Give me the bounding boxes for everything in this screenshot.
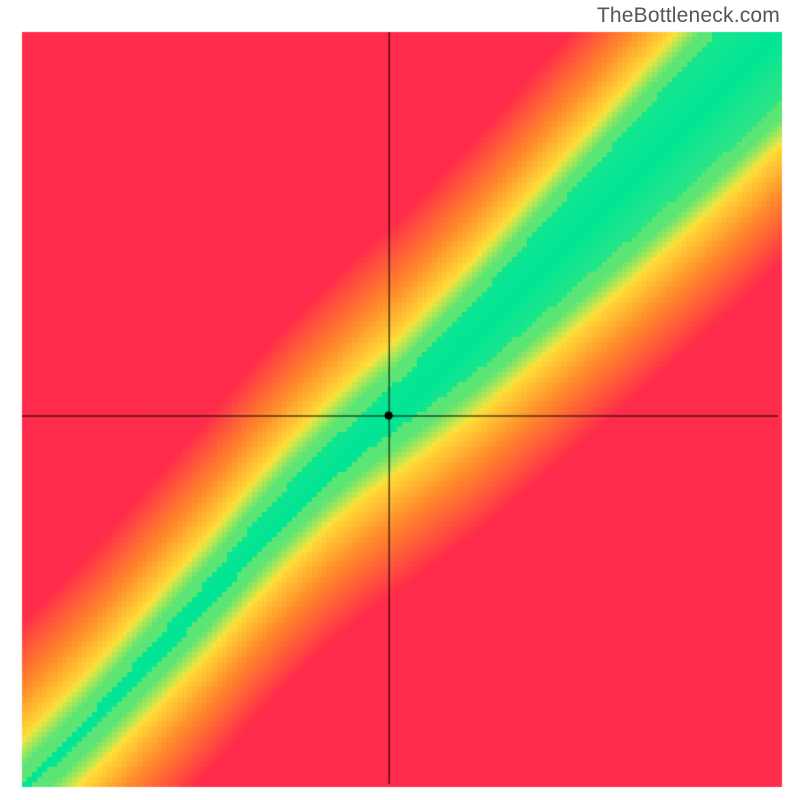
watermark-text: TheBottleneck.com bbox=[597, 4, 780, 28]
heatmap-canvas bbox=[0, 0, 800, 800]
chart-container: TheBottleneck.com bbox=[0, 0, 800, 800]
